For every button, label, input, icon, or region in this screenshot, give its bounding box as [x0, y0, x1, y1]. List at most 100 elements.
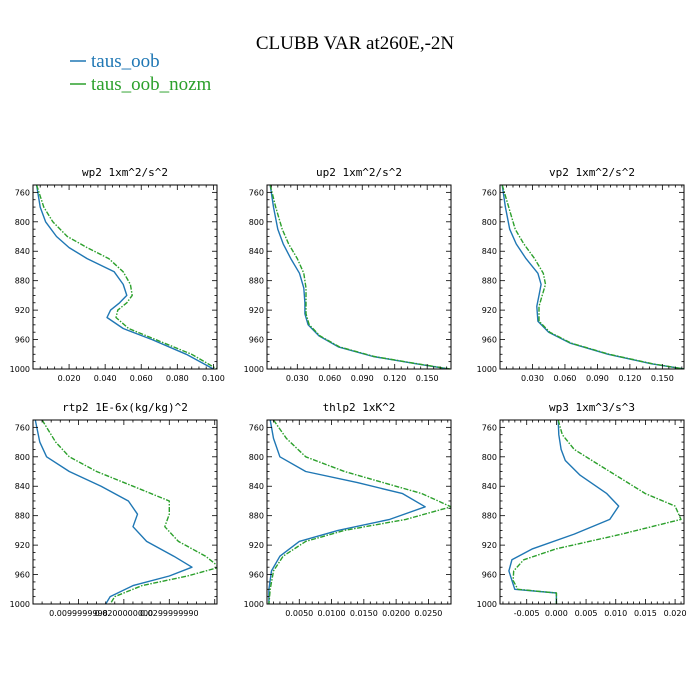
y-tick-label: 760: [15, 423, 30, 432]
series-line-taus-oob: [268, 420, 426, 604]
panel-title-thlp2: thlp2 1xK^2: [323, 401, 396, 414]
series-line-taus-oob: [35, 185, 214, 369]
x-tick-label: 0.090: [351, 374, 374, 383]
y-tick-label: 800: [249, 453, 264, 462]
x-tick-label: 0.020: [664, 609, 687, 618]
panel-wp2: wp2 1xm^2/s^2 760 800 840 880 920 960 1000 0.020…: [10, 166, 225, 383]
y-tick-label: 920: [249, 306, 264, 315]
y-tick-label: 760: [249, 188, 264, 197]
series-line-taus-oob-nozm: [501, 185, 684, 369]
panel-title-up2: up2 1xm^2/s^2: [316, 166, 402, 179]
x-tick-label: -0.005: [514, 609, 540, 618]
y-tick-label: 960: [249, 336, 264, 345]
y-tick-label: 920: [249, 541, 264, 550]
panel-title-rtp2: rtp2 1E-6x(kg/kg)^2: [62, 401, 188, 414]
y-tick-label: 960: [482, 336, 497, 345]
x-tick-label: 0.060: [130, 374, 153, 383]
figure-title: CLUBB VAR at260E,-2N: [256, 33, 455, 54]
x-tick-label: 0.040: [94, 374, 117, 383]
panel-rtp2: rtp2 1E-6x(kg/kg)^2 760 800 840 880 920 960 100…: [10, 401, 218, 618]
x-tick-label: 0.060: [318, 374, 341, 383]
y-tick-label: 880: [482, 277, 497, 286]
series-line-taus-oob-nozm: [269, 185, 451, 369]
plot-frame: [499, 419, 685, 605]
y-tick-label: 960: [15, 336, 30, 345]
x-tick-label: 0.010: [604, 609, 627, 618]
plot-frame: [266, 184, 452, 370]
legend: taus_oob taus_oob_nozm: [70, 51, 212, 95]
panel-thlp2: thlp2 1xK^2 760 800 840 880 920 960 1000 0.0050 0…: [244, 401, 452, 618]
panel-up2: up2 1xm^2/s^2 760 800 840 880 920 960 1000 0.030…: [244, 166, 452, 383]
x-tick-label: 0.015: [634, 609, 657, 618]
y-tick-label: 960: [15, 571, 30, 580]
x-tick-label: 0.080: [166, 374, 189, 383]
x-tick-label: 0.060: [553, 374, 576, 383]
series-line-taus-oob-nozm: [41, 420, 217, 604]
series-line-taus-oob: [508, 420, 620, 604]
x-tick-label: 0.005: [575, 609, 598, 618]
x-tick-label: 0.0099999998: [49, 609, 108, 618]
y-tick-label: 920: [482, 541, 497, 550]
x-tick-label: 0.0200: [382, 609, 410, 618]
y-tick-label: 840: [482, 482, 497, 491]
x-tick-label: 0.100: [202, 374, 225, 383]
panel-title-wp3: wp3 1xm^3/s^3: [549, 401, 635, 414]
x-tick-label: 0.0150: [350, 609, 378, 618]
x-tick-label: 0.0050: [285, 609, 313, 618]
y-tick-label: 800: [15, 218, 30, 227]
y-tick-label: 840: [15, 482, 30, 491]
x-tick-label: 0.000: [545, 609, 568, 618]
x-tick-label: 0.0200000000: [95, 609, 154, 618]
x-tick-label: 0.090: [586, 374, 609, 383]
y-tick-label: 800: [482, 218, 497, 227]
y-tick-label: 1000: [477, 600, 497, 609]
y-tick-label: 880: [249, 512, 264, 521]
plot-frame: [32, 184, 218, 370]
y-tick-label: 880: [482, 512, 497, 521]
y-tick-label: 920: [15, 306, 30, 315]
x-tick-label: 0.0100: [318, 609, 346, 618]
x-tick-label: 0.030: [286, 374, 309, 383]
legend-label-taus-oob-nozm: taus_oob_nozm: [91, 74, 212, 95]
panel-vp2: vp2 1xm^2/s^2 760 800 840 880 920 960 1000 0.030…: [477, 166, 685, 383]
y-tick-label: 760: [482, 188, 497, 197]
y-tick-label: 960: [482, 571, 497, 580]
plot-frame: [499, 184, 685, 370]
series-line-taus-oob: [34, 420, 193, 604]
series-line-taus-oob-nozm: [35, 185, 217, 369]
y-tick-label: 1000: [477, 365, 497, 374]
y-tick-label: 800: [15, 453, 30, 462]
panel-title-wp2: wp2 1xm^2/s^2: [82, 166, 168, 179]
y-tick-label: 880: [15, 512, 30, 521]
y-tick-label: 1000: [10, 365, 30, 374]
x-tick-label: 0.120: [618, 374, 641, 383]
plot-frame: [266, 419, 452, 605]
panel-grid: wp2 1xm^2/s^2 760 800 840 880 920 960 1000 0.020…: [10, 166, 687, 618]
y-tick-label: 840: [249, 482, 264, 491]
y-tick-label: 840: [249, 247, 264, 256]
x-tick-label: 0.150: [651, 374, 674, 383]
series-line-taus-oob: [501, 185, 684, 369]
series-line-taus-oob-nozm: [512, 420, 682, 604]
panel-wp3: wp3 1xm^3/s^3 760 800 840 880 920 960 1000 -0.00…: [477, 401, 687, 618]
y-tick-label: 1000: [244, 600, 264, 609]
panel-title-vp2: vp2 1xm^2/s^2: [549, 166, 635, 179]
y-tick-label: 760: [482, 423, 497, 432]
y-tick-label: 880: [249, 277, 264, 286]
y-tick-label: 760: [249, 423, 264, 432]
x-tick-label: 0.020: [58, 374, 81, 383]
y-tick-label: 800: [249, 218, 264, 227]
series-line-taus-oob: [269, 185, 449, 369]
y-tick-label: 760: [15, 188, 30, 197]
x-tick-label: 0.150: [416, 374, 439, 383]
y-tick-label: 920: [15, 541, 30, 550]
x-tick-label: 0.030: [521, 374, 544, 383]
y-tick-label: 1000: [244, 365, 264, 374]
y-tick-label: 920: [482, 306, 497, 315]
y-tick-label: 960: [249, 571, 264, 580]
x-tick-label: 0.0299999990: [140, 609, 199, 618]
plot-frame: [32, 419, 218, 605]
y-tick-label: 840: [482, 247, 497, 256]
y-tick-label: 840: [15, 247, 30, 256]
